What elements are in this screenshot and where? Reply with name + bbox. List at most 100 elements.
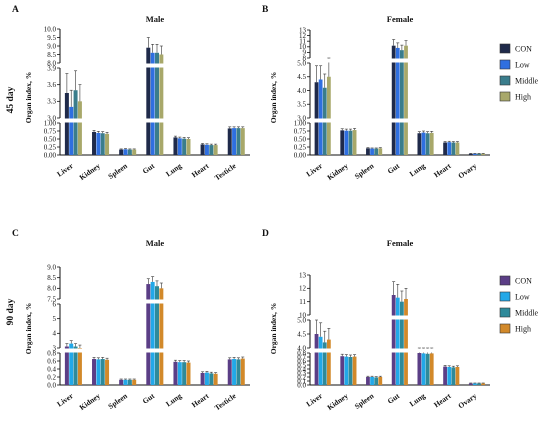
y-tick-label: 0.75 (294, 127, 307, 135)
bar (447, 142, 452, 155)
bar (100, 359, 105, 385)
x-tick-label: Liver (55, 161, 75, 179)
bar (132, 379, 137, 385)
bar (318, 79, 323, 155)
bar (146, 47, 151, 156)
y-tick-label: 3.0 (297, 114, 306, 122)
bar (481, 153, 486, 155)
y-tick-label: 0.7 (297, 353, 306, 361)
x-tick-label: Spleen (353, 391, 376, 411)
bar (240, 358, 245, 385)
bar (326, 339, 331, 385)
panel-title: Female (387, 14, 414, 24)
y-tick-label: 5.0 (297, 59, 306, 67)
bar (127, 379, 132, 385)
bar (119, 149, 124, 155)
axis-break-gap (389, 315, 411, 320)
axis-break-gap (62, 348, 85, 353)
axis-break-gap (225, 63, 248, 68)
x-tick-label: Lung (164, 161, 183, 178)
bar (340, 130, 345, 155)
y-tick-label: 13 (299, 271, 307, 279)
bar (77, 101, 82, 155)
axis-break-gap (225, 299, 248, 304)
bar (395, 297, 400, 385)
y-tick-label: 12 (299, 32, 307, 40)
axis-break-gap (144, 299, 166, 304)
x-tick-label: Testicle (213, 161, 238, 182)
bar (77, 348, 82, 385)
bar (105, 133, 110, 155)
axis-break-gap (171, 63, 193, 68)
bar (240, 128, 245, 155)
y-axis-label: Organ index, % (269, 72, 278, 123)
x-tick-label: Heart (190, 161, 211, 179)
axis-break-gap (117, 63, 139, 68)
bar (209, 145, 214, 155)
legend-label: Low (515, 61, 530, 70)
legend-swatch (499, 307, 511, 318)
y-tick-label: 11 (299, 298, 306, 306)
bar (177, 138, 182, 155)
axis-break-gap (89, 63, 112, 68)
bar (232, 128, 237, 155)
axis-break-gap (312, 315, 334, 320)
bar (421, 132, 426, 155)
bar (366, 148, 370, 155)
bar (100, 133, 105, 155)
axis-break-gap (364, 118, 385, 123)
bar (64, 93, 69, 155)
y-tick-label: 8.0 (47, 285, 56, 293)
legends: CON Low Middle High CON Low Middle High (499, 43, 539, 334)
y-axis-label: Organ index, % (269, 303, 278, 354)
panel-title: Male (146, 14, 165, 24)
y-tick-label: 6 (53, 300, 57, 308)
panel-c: C Male Organ index, % 0.00.20.40.60.83 4 5 67.… (12, 229, 250, 412)
panel-letter: D (262, 229, 269, 239)
axis-break-gap (89, 348, 112, 353)
y-tick-label: 0.6 (47, 357, 56, 365)
axis-break-gap (415, 348, 436, 353)
y-tick-label: 8.5 (47, 274, 56, 282)
y-tick-label: 9.5 (47, 34, 56, 42)
axis-break-gap (144, 118, 166, 123)
y-tick-label: 0.50 (44, 135, 57, 143)
panel-b: B Female Organ index, % 0.000.250.500.751.0… (262, 5, 490, 182)
bar (159, 54, 164, 155)
bar (443, 366, 447, 385)
axis-break-gap (117, 348, 139, 353)
bar (314, 334, 319, 385)
bar (374, 148, 379, 155)
axis-break-gap (389, 58, 411, 63)
bar (374, 377, 379, 385)
y-tick-label: 4.0 (297, 87, 306, 95)
bar (182, 362, 187, 385)
y-tick-label: 10 (299, 311, 307, 319)
bar (186, 362, 191, 385)
y-tick-label: 0.0 (297, 381, 306, 389)
bar (370, 148, 374, 155)
bar (236, 359, 241, 385)
bar (127, 149, 132, 155)
bar (326, 76, 331, 155)
y-tick-label: 0.0 (47, 381, 56, 389)
y-tick-label: 0.00 (294, 151, 307, 159)
y-tick-label: 3.0 (47, 114, 56, 122)
axis-break-gap (466, 118, 488, 123)
bar (204, 144, 209, 155)
x-tick-label: Gut (141, 391, 157, 406)
bar (378, 148, 383, 155)
bar (69, 343, 74, 385)
bar (173, 137, 178, 155)
legend-label: CON (515, 45, 532, 54)
axis-break-gap (144, 63, 166, 68)
x-tick-label: Lung (164, 391, 183, 408)
x-tick-label: Heart (190, 391, 211, 409)
axis-break-gap (415, 315, 436, 320)
y-tick-label: 4 (53, 330, 57, 338)
bar (123, 149, 128, 155)
axis-break-gap (171, 299, 193, 304)
bar (468, 383, 473, 385)
